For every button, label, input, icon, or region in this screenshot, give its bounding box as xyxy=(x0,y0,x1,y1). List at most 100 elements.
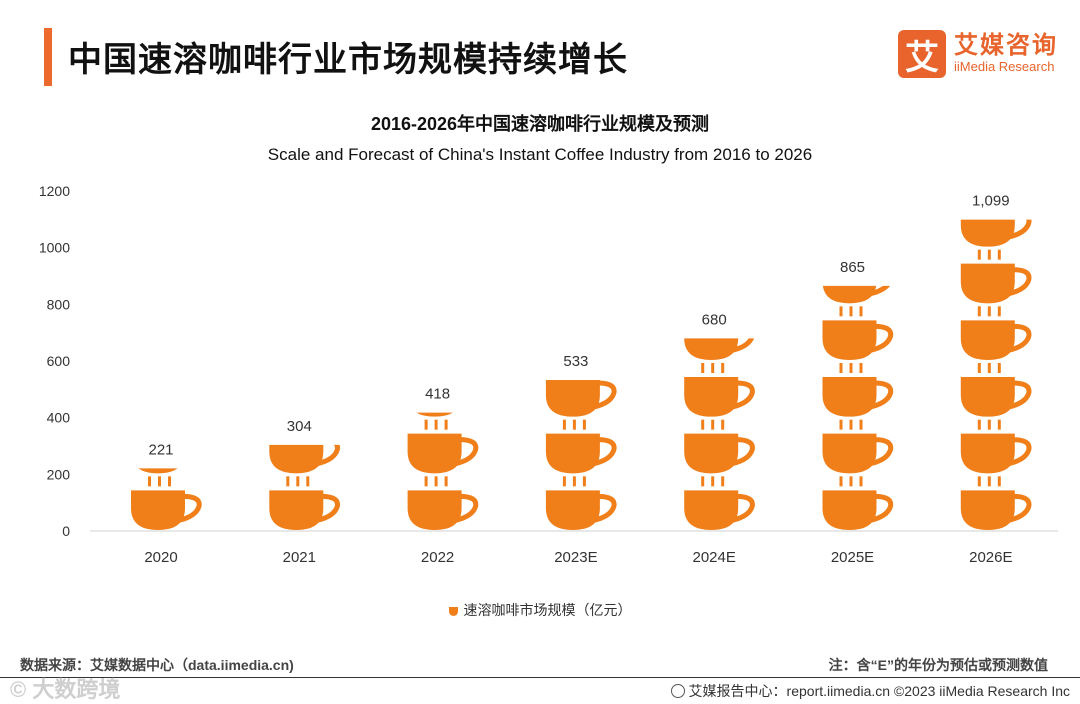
data-source: 数据来源：艾媒数据中心（data.iimedia.cn) xyxy=(20,657,294,673)
coffee-cup-icon xyxy=(684,490,739,530)
cup-handle xyxy=(869,285,890,297)
steam-mark xyxy=(424,419,428,430)
logo-name-cn: 艾媒咨询 xyxy=(954,32,1058,59)
title-accent-bar xyxy=(44,28,52,86)
steam-mark xyxy=(859,476,863,487)
steam-mark xyxy=(987,306,991,317)
cup-handle xyxy=(454,493,479,523)
steam-mark xyxy=(977,306,981,317)
steam-mark xyxy=(562,476,566,487)
cup-handle xyxy=(1008,267,1032,297)
x-tick-label: 2022 xyxy=(421,549,454,566)
steam-mark xyxy=(977,249,981,260)
steam-mark xyxy=(997,306,1001,317)
cup-handle xyxy=(731,380,755,410)
steam-mark xyxy=(424,476,428,487)
steam-mark xyxy=(168,420,171,430)
steam-mark xyxy=(168,476,171,487)
cup-handle xyxy=(316,493,340,523)
bar-2020 xyxy=(131,420,202,530)
coffee-cup-icon xyxy=(960,490,1015,530)
chart-title: 2016-2026年中国速溶咖啡行业规模及预测 xyxy=(370,114,710,134)
coffee-cup-icon xyxy=(448,606,458,616)
y-tick-label: 600 xyxy=(47,353,71,369)
steam-mark xyxy=(572,419,576,430)
y-tick-label: 1000 xyxy=(39,240,70,256)
steam-mark xyxy=(849,363,853,373)
steam-mark xyxy=(987,249,991,260)
steam-mark xyxy=(849,419,853,430)
steam-mark xyxy=(721,363,725,373)
steam-mark xyxy=(987,363,991,373)
steam-mark xyxy=(701,419,705,430)
coffee-cup-icon xyxy=(822,490,877,530)
bar-2024E xyxy=(684,338,755,530)
y-tick-label: 1200 xyxy=(39,183,70,199)
steam-mark xyxy=(158,420,161,430)
watermark: © 大数跨境 xyxy=(10,677,121,702)
steam-mark xyxy=(977,363,981,373)
cup-handle xyxy=(869,323,894,353)
cup-handle xyxy=(731,493,755,523)
coffee-cup-icon xyxy=(407,490,462,530)
x-tick-label: 2026E xyxy=(969,549,1012,566)
y-tick-label: 400 xyxy=(47,410,71,426)
steam-mark xyxy=(987,476,991,487)
cup-handle xyxy=(1008,323,1032,353)
data-label: 1,099 xyxy=(972,193,1010,210)
steam-mark xyxy=(849,306,853,317)
bar-2022 xyxy=(407,363,479,530)
steam-mark xyxy=(701,476,705,487)
x-tick-label: 2023E xyxy=(554,549,597,566)
steam-mark xyxy=(435,363,438,373)
coffee-cup-icon xyxy=(822,433,877,474)
cup-handle xyxy=(456,383,476,407)
steam-mark xyxy=(859,363,863,373)
cup-handle xyxy=(1008,493,1032,523)
coffee-cup-icon xyxy=(416,412,453,417)
forecast-note: 注：含“E”的年份为预估或预测数值 xyxy=(828,657,1048,673)
steam-mark xyxy=(839,363,843,373)
data-label: 680 xyxy=(702,311,727,328)
steam-mark xyxy=(977,476,981,487)
cup-handle xyxy=(1008,437,1032,467)
cup-handle xyxy=(593,380,617,410)
data-label: 418 xyxy=(425,386,450,403)
steam-mark xyxy=(582,419,586,430)
steam-mark xyxy=(987,419,991,430)
coffee-cup-icon xyxy=(822,320,877,360)
steam-mark xyxy=(582,476,586,487)
steam-mark xyxy=(444,476,448,487)
coffee-cup-icon xyxy=(131,490,185,530)
steam-mark xyxy=(997,363,1001,373)
coffee-cup-icon xyxy=(138,468,178,474)
y-tick-label: 800 xyxy=(47,296,71,312)
steam-mark xyxy=(997,476,1001,487)
x-tick-label: 2025E xyxy=(831,549,874,566)
cup-handle xyxy=(179,440,199,464)
bar-2026E xyxy=(960,219,1032,530)
steam-mark xyxy=(977,419,981,430)
steam-mark xyxy=(839,306,843,317)
steam-mark xyxy=(148,420,151,430)
steam-mark xyxy=(306,476,310,487)
steam-mark xyxy=(859,419,863,430)
cup-handle xyxy=(316,444,340,467)
x-tick-label: 2021 xyxy=(283,549,316,566)
page-title: 中国速溶咖啡行业市场规模持续增长 xyxy=(68,41,628,79)
bar-2025E xyxy=(822,285,894,530)
coffee-cup-icon xyxy=(822,285,877,304)
coffee-cup-icon xyxy=(545,433,600,474)
cup-handle xyxy=(178,493,202,523)
data-label: 865 xyxy=(840,259,865,276)
steam-mark xyxy=(997,419,1001,430)
steam-mark xyxy=(859,306,863,317)
coffee-cup-icon xyxy=(684,377,739,417)
steam-mark xyxy=(701,363,705,373)
coffee-cup-icon xyxy=(269,490,324,530)
steam-mark xyxy=(997,249,1001,260)
steam-mark xyxy=(444,419,448,430)
logo-name-en: iiMedia Research xyxy=(954,59,1055,74)
cup-handle xyxy=(731,437,755,467)
cup-handle xyxy=(1008,380,1032,410)
